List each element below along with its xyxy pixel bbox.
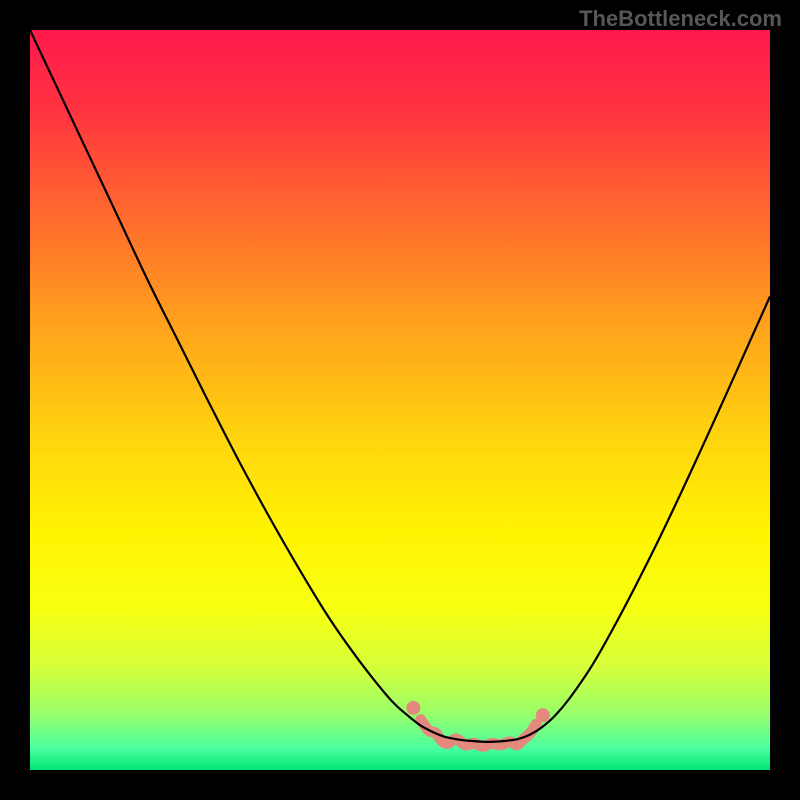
chart-container: TheBottleneck.com (0, 0, 800, 800)
plot-area (30, 30, 770, 770)
bottleneck-marker-dot (536, 708, 550, 722)
chart-svg (30, 30, 770, 770)
bottleneck-marker-dot (406, 701, 420, 715)
watermark-text: TheBottleneck.com (579, 6, 782, 32)
bottleneck-curve (30, 30, 770, 742)
